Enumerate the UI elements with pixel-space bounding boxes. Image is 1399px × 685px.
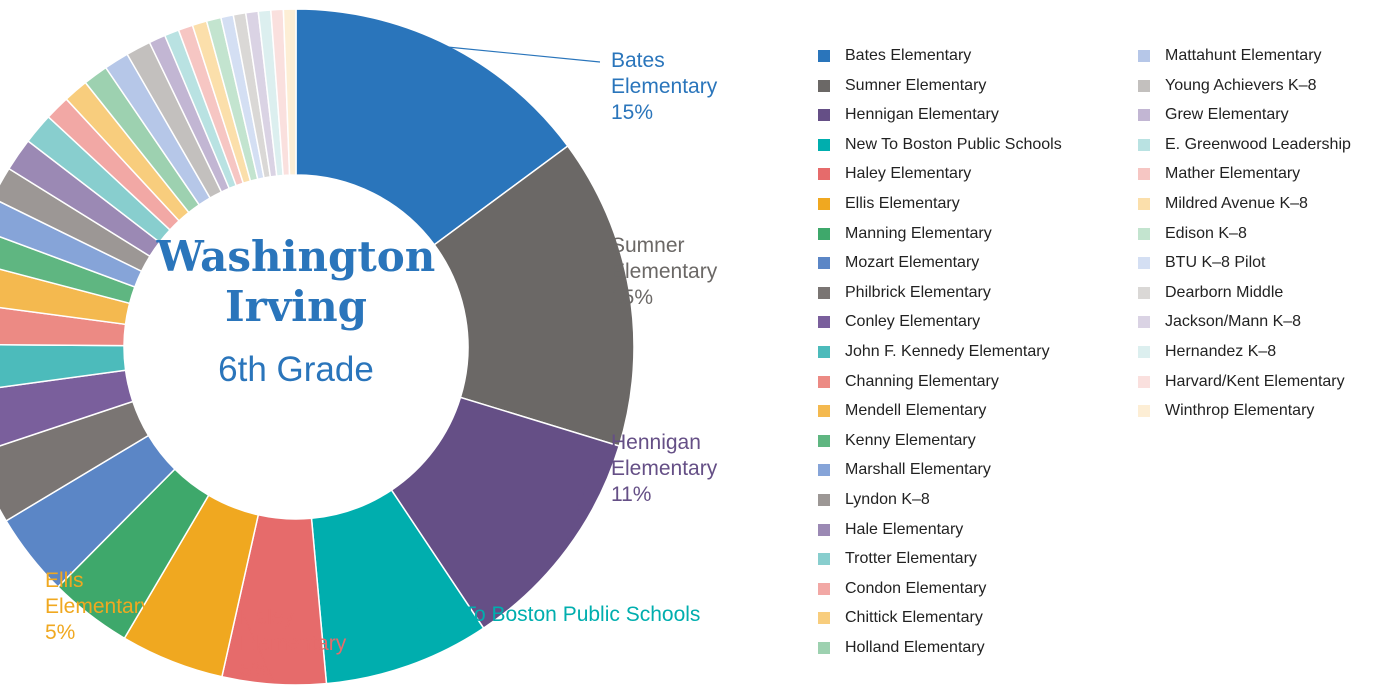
legend-label: Ellis Elementary bbox=[845, 195, 960, 212]
legend-swatch bbox=[1138, 316, 1150, 329]
legend-label: Conley Elementary bbox=[845, 313, 981, 331]
leader-line bbox=[241, 611, 275, 683]
legend-swatch bbox=[818, 405, 830, 418]
legend-label: Mildred Avenue K–8 bbox=[1165, 195, 1308, 212]
slice-value: 5% bbox=[240, 658, 271, 681]
legend-swatch bbox=[1138, 138, 1150, 151]
leader-line bbox=[447, 46, 601, 63]
legend-swatch bbox=[818, 494, 830, 506]
donut-slice bbox=[390, 396, 621, 630]
legend-label: Sumner Elementary bbox=[845, 76, 987, 94]
slice-value: 5% bbox=[45, 621, 76, 644]
legend-label: Bates Elementary bbox=[845, 47, 972, 64]
legend-label: Haley Elementary bbox=[845, 165, 972, 183]
legend-label: Kenny Elementary bbox=[845, 431, 976, 449]
legend-swatch bbox=[1138, 109, 1150, 122]
legend-label: Hennigan Elementary bbox=[845, 106, 999, 124]
donut-slice bbox=[295, 8, 569, 246]
slice-value: 15% bbox=[611, 101, 654, 124]
legend-label: Mendell Elementary bbox=[845, 402, 987, 420]
slice-label: Sumner Elementary 15% bbox=[611, 233, 751, 311]
legend-swatch bbox=[1138, 257, 1150, 270]
legend-label: Winthrop Elementary bbox=[1165, 402, 1315, 420]
legend-swatch bbox=[818, 316, 830, 329]
legend-label: Mattahunt Elementary bbox=[1165, 47, 1322, 64]
legend-swatch bbox=[1138, 50, 1150, 62]
legend-swatch bbox=[1138, 198, 1150, 210]
legend-label: Marshall Elementary bbox=[845, 461, 991, 479]
slice-label: Bates Elementary 15% bbox=[611, 48, 751, 126]
slice-value: 15% bbox=[611, 286, 654, 309]
slice-name: Sumner Elementary bbox=[611, 234, 718, 283]
legend-swatch bbox=[818, 109, 830, 122]
donut-slice bbox=[433, 144, 635, 447]
legend-label: Harvard/Kent Elementary bbox=[1165, 372, 1345, 390]
legend-swatch bbox=[1138, 286, 1150, 299]
legend-swatch bbox=[818, 464, 830, 477]
slice-name: Haley Elementary bbox=[240, 606, 347, 655]
legend-swatch bbox=[818, 138, 830, 151]
legend-label: Lyndon K–8 bbox=[845, 491, 930, 508]
legend-swatch bbox=[818, 434, 830, 447]
chart-subtitle: 6th Grade bbox=[218, 350, 374, 389]
legend-label: Jackson/Mann K–8 bbox=[1165, 313, 1302, 331]
legend-swatch bbox=[818, 642, 830, 654]
legend-label: John F. Kennedy Elementary bbox=[845, 343, 1050, 360]
legend-swatch bbox=[818, 582, 830, 595]
slice-label: Hennigan Elementary 11% bbox=[611, 430, 751, 508]
legend-label: Chittick Elementary bbox=[845, 609, 983, 627]
slice-label: Haley Elementary 5% bbox=[240, 605, 380, 683]
legend-swatch bbox=[818, 553, 830, 566]
legend-label: Hernandez K–8 bbox=[1165, 343, 1277, 360]
legend-label: Holland Elementary bbox=[845, 639, 985, 656]
leader-line bbox=[599, 242, 628, 291]
legend-label: Edison K–8 bbox=[1165, 224, 1247, 242]
legend-swatch bbox=[1138, 375, 1150, 388]
legend-label: Hale Elementary bbox=[845, 520, 964, 538]
legend-label: BTU K–8 Pilot bbox=[1165, 254, 1266, 272]
legend-label: Manning Elementary bbox=[845, 224, 992, 242]
legend-swatch bbox=[818, 50, 830, 62]
legend-swatch bbox=[818, 257, 830, 270]
legend-label: Mather Elementary bbox=[1165, 165, 1301, 183]
legend-swatch bbox=[1138, 405, 1150, 418]
legend-swatch bbox=[818, 286, 830, 299]
slice-value: 8% bbox=[416, 629, 447, 652]
legend-swatch bbox=[818, 79, 830, 92]
legend-label: Trotter Elementary bbox=[845, 550, 977, 568]
legend-swatch bbox=[818, 346, 830, 358]
legend-swatch bbox=[818, 168, 830, 181]
legend-label: Dearborn Middle bbox=[1165, 283, 1284, 301]
legend-swatch bbox=[1138, 227, 1150, 240]
slice-value: 11% bbox=[611, 483, 652, 506]
legend-swatch bbox=[818, 198, 830, 210]
legend-label: New To Boston Public Schools bbox=[845, 135, 1062, 153]
legend-label: Channing Elementary bbox=[845, 372, 999, 390]
legend-swatch bbox=[818, 612, 830, 625]
legend-label: Grew Elementary bbox=[1165, 106, 1289, 124]
slice-name: Bates Elementary bbox=[611, 49, 718, 98]
legend-label: E. Greenwood Leadership bbox=[1165, 135, 1351, 153]
chart-title: Washington Irving bbox=[156, 232, 436, 331]
leader-line bbox=[407, 599, 419, 664]
leader-line bbox=[564, 440, 601, 548]
legend-swatch bbox=[818, 523, 830, 536]
slice-label: New To Boston Public Schools 8% bbox=[416, 602, 816, 654]
slice-label: Ellis Elementary 5% bbox=[45, 568, 185, 646]
legend-label: Philbrick Elementary bbox=[845, 283, 991, 301]
slice-name: New To Boston Public Schools bbox=[416, 603, 701, 626]
legend-swatch bbox=[1138, 346, 1150, 358]
legend-label: Mozart Elementary bbox=[845, 254, 980, 272]
legend-swatch bbox=[818, 375, 830, 388]
legend-label: Young Achievers K–8 bbox=[1165, 76, 1317, 94]
slice-name: Ellis Elementary bbox=[45, 569, 152, 618]
legend-swatch bbox=[818, 227, 830, 240]
legend-swatch bbox=[1138, 79, 1150, 92]
legend-label: Condon Elementary bbox=[845, 579, 987, 597]
slice-name: Hennigan Elementary bbox=[611, 431, 718, 480]
donut-slice bbox=[282, 8, 297, 176]
legend-swatch bbox=[1138, 168, 1150, 181]
